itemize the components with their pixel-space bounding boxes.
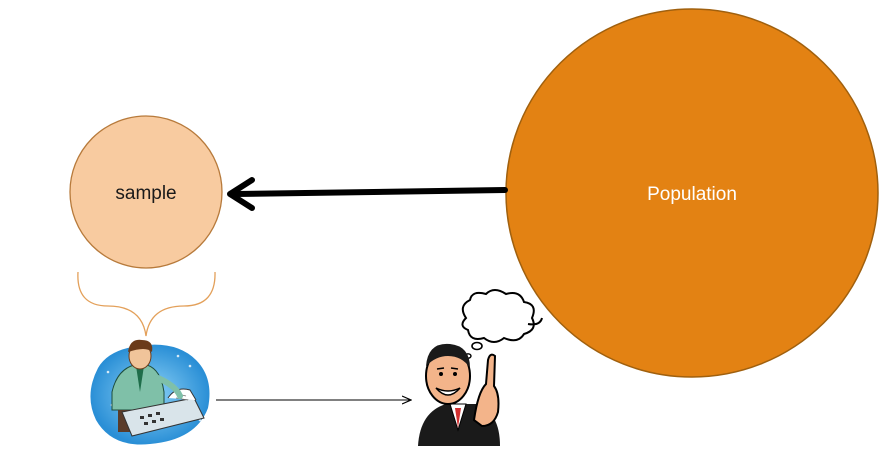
- population-to-sample-arrow: [227, 177, 508, 211]
- researcher-at-desk-icon: [90, 339, 210, 445]
- sample-circle: [69, 115, 223, 269]
- population-node: Population: [505, 8, 879, 378]
- sample-node: sample: [69, 115, 223, 269]
- population-circle: [505, 8, 879, 378]
- sample-label: sample: [115, 183, 176, 204]
- thinking-man-icon: [418, 289, 543, 446]
- population-label: Population: [647, 184, 737, 205]
- sample-brace: [77, 271, 216, 337]
